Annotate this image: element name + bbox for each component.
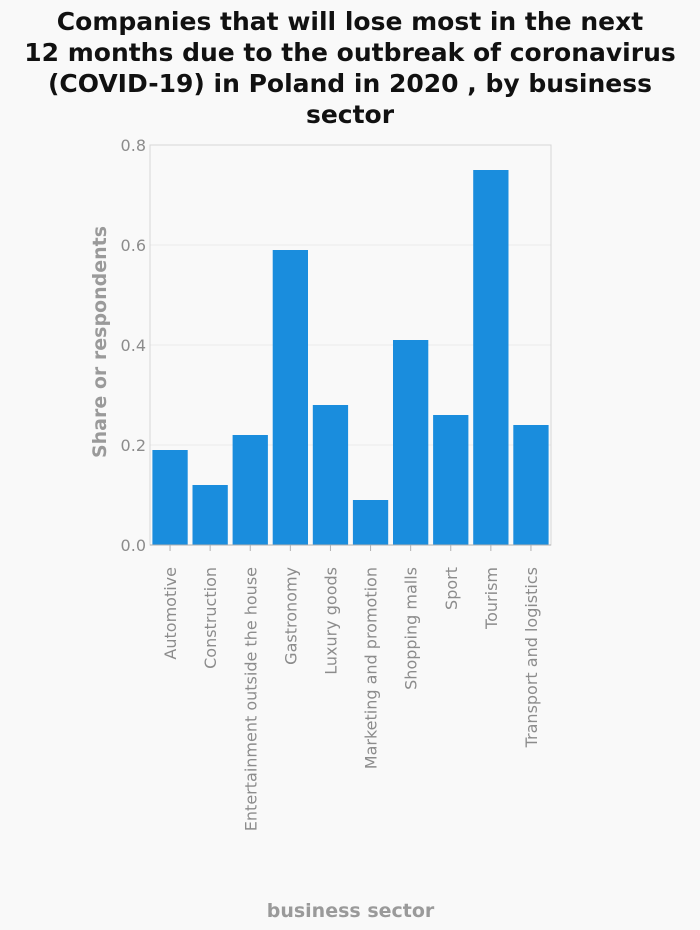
y-tick-label: 0.0 (121, 536, 146, 555)
chart-title: Companies that will lose most in the nex… (0, 6, 700, 130)
bars (152, 170, 549, 545)
bar (152, 450, 188, 545)
y-tick-label: 0.2 (121, 436, 146, 455)
x-tick-label: Automotive (161, 567, 180, 660)
x-tick-label: Construction (201, 567, 220, 669)
y-tick-label: 0.8 (121, 136, 146, 155)
x-tick-label: Transport and logistics (522, 567, 541, 748)
x-tick-label: Shopping malls (402, 567, 421, 690)
chart-title-line-3: (COVID-19) in Poland in 2020 , by busine… (47, 69, 653, 98)
bar (352, 500, 389, 545)
y-tick-label: 0.6 (121, 236, 146, 255)
bar (473, 170, 509, 545)
y-axis-ticks: 0.0 0.2 0.4 0.6 0.8 (121, 136, 146, 555)
x-tick-label: Luxury goods (321, 567, 340, 675)
x-tick-label: Sport (442, 567, 461, 610)
x-axis-ticks: Automotive Construction Entertainment outs… (161, 545, 541, 831)
x-axis-title: business sector (267, 900, 435, 922)
bar (312, 405, 349, 545)
x-tick-label: Marketing and promotion (362, 567, 381, 769)
x-tick-label: Entertainment outside the house (241, 567, 260, 831)
bar (232, 435, 268, 545)
bar (513, 425, 549, 545)
bar (272, 250, 308, 545)
x-tick-label: Gastronomy (281, 567, 300, 665)
chart-title-line-1: Companies that will lose most in the nex… (56, 7, 644, 36)
x-tick-label: Tourism (482, 567, 501, 630)
y-tick-label: 0.4 (121, 336, 146, 355)
y-axis-title: Share or respondents (89, 226, 111, 458)
chart-title-line-4: sector (305, 100, 395, 129)
chart-title-line-2: 12 months due to the outbreak of coronav… (24, 38, 676, 67)
bar (393, 340, 429, 545)
bar (433, 415, 469, 545)
bar (192, 485, 228, 545)
